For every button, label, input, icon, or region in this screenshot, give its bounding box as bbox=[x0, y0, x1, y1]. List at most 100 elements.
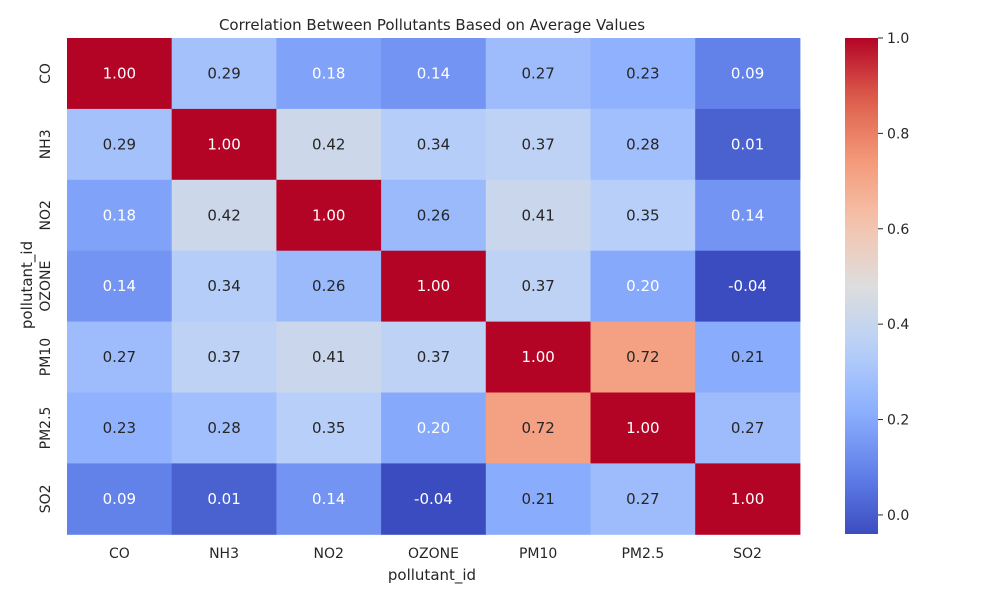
heatmap-cell bbox=[276, 38, 382, 110]
x-tick-label: NH3 bbox=[209, 546, 239, 562]
cell-value-label: 0.34 bbox=[417, 135, 450, 153]
cell-value-label: 0.35 bbox=[626, 206, 659, 224]
cell-value-label: 0.21 bbox=[731, 348, 764, 366]
y-tick-label: NO2 bbox=[38, 200, 54, 230]
heatmap-cell bbox=[276, 179, 382, 252]
heatmap-cell bbox=[485, 179, 591, 252]
heatmap-cell bbox=[381, 179, 487, 252]
heatmap-cell bbox=[695, 108, 801, 181]
colorbar-tick-label: 0.4 bbox=[887, 317, 909, 333]
cell-value-label: 0.21 bbox=[521, 490, 554, 508]
heatmap-cell bbox=[67, 108, 173, 181]
y-axis-ticks: CO NH3 NO2 OZONE PM10 PM2.5 SO2 bbox=[38, 63, 54, 513]
cell-value-label: 0.14 bbox=[731, 206, 764, 224]
cell-value-label: 1.00 bbox=[521, 348, 554, 366]
heatmap-cell bbox=[67, 463, 173, 535]
colorbar-tick-label: 1.0 bbox=[887, 31, 909, 47]
heatmap-cell bbox=[590, 38, 696, 110]
heatmap-cell bbox=[171, 463, 277, 535]
heatmap-cell bbox=[590, 321, 696, 393]
x-axis-label: pollutant_id bbox=[388, 566, 476, 585]
cell-value-label: 0.35 bbox=[312, 419, 345, 437]
colorbar bbox=[845, 38, 878, 534]
cell-value-label: 0.42 bbox=[312, 135, 345, 153]
cell-value-label: 0.14 bbox=[103, 277, 136, 295]
heatmap-cell bbox=[276, 108, 382, 181]
cell-value-label: 0.23 bbox=[103, 419, 136, 437]
heatmap-cell bbox=[485, 321, 591, 393]
heatmap-cell bbox=[276, 392, 382, 464]
cell-value-label: 0.27 bbox=[521, 64, 554, 82]
y-tick-label: PM2.5 bbox=[38, 407, 54, 450]
heatmap-cell bbox=[171, 38, 277, 110]
cell-value-label: 1.00 bbox=[312, 206, 345, 224]
heatmap-cell bbox=[695, 38, 801, 110]
cell-value-label: 1.00 bbox=[626, 419, 659, 437]
cell-value-label: 0.37 bbox=[521, 277, 554, 295]
cell-value-label: 0.41 bbox=[521, 206, 554, 224]
heatmap-cell bbox=[485, 463, 591, 535]
cell-value-label: 0.18 bbox=[312, 64, 345, 82]
cell-value-label: 0.26 bbox=[312, 277, 345, 295]
cell-value-label: 0.09 bbox=[103, 490, 136, 508]
heatmap-cell bbox=[381, 321, 487, 393]
cell-value-label: 0.34 bbox=[207, 277, 240, 295]
cell-value-label: -0.04 bbox=[414, 490, 453, 508]
cell-value-label: 0.29 bbox=[207, 64, 240, 82]
cell-value-label: 0.01 bbox=[731, 135, 764, 153]
cell-value-label: 1.00 bbox=[417, 277, 450, 295]
y-tick-label: OZONE bbox=[38, 261, 54, 312]
cell-value-label: 0.27 bbox=[103, 348, 136, 366]
heatmap-cell bbox=[485, 250, 591, 323]
heatmap-cell bbox=[590, 179, 696, 252]
y-tick-label: NH3 bbox=[38, 129, 54, 159]
cell-value-label: 0.42 bbox=[207, 206, 240, 224]
heatmap-cell bbox=[171, 392, 277, 464]
heatmap-cell bbox=[67, 392, 173, 464]
cell-value-label: 0.14 bbox=[312, 490, 345, 508]
cell-value-label: 0.41 bbox=[312, 348, 345, 366]
cell-value-label: 0.14 bbox=[417, 64, 450, 82]
heatmap-cell bbox=[381, 463, 487, 535]
cell-value-label: 0.37 bbox=[417, 348, 450, 366]
cell-value-label: 0.26 bbox=[417, 206, 450, 224]
heatmap-cell bbox=[590, 463, 696, 535]
y-tick-label: SO2 bbox=[38, 484, 54, 513]
heatmap-cell bbox=[67, 179, 173, 252]
heatmap-cell bbox=[67, 321, 173, 393]
heatmap-cell bbox=[485, 108, 591, 181]
cell-value-label: 0.29 bbox=[103, 135, 136, 153]
heatmap-cell bbox=[381, 392, 487, 464]
heatmap-cell bbox=[171, 321, 277, 393]
heatmap-cell bbox=[381, 108, 487, 181]
heatmap-cell bbox=[695, 392, 801, 464]
colorbar-tick-label: 0.6 bbox=[887, 222, 909, 238]
cell-value-label: 0.28 bbox=[626, 135, 659, 153]
heatmap-cell bbox=[695, 250, 801, 323]
x-tick-label: NO2 bbox=[314, 546, 344, 562]
colorbar-tick-label: 0.2 bbox=[887, 413, 909, 429]
cell-value-label: 0.20 bbox=[417, 419, 450, 437]
x-tick-label: CO bbox=[109, 546, 130, 562]
cell-value-label: 0.27 bbox=[626, 490, 659, 508]
colorbar-tick-label: 0.8 bbox=[887, 126, 909, 142]
cell-value-label: 0.37 bbox=[521, 135, 554, 153]
heatmap-cell bbox=[485, 38, 591, 110]
heatmap-cell bbox=[590, 250, 696, 323]
cell-value-label: 0.37 bbox=[207, 348, 240, 366]
cell-value-label: -0.04 bbox=[728, 277, 767, 295]
heatmap-cell bbox=[67, 38, 173, 110]
cell-value-label: 1.00 bbox=[731, 490, 764, 508]
heatmap-cell bbox=[381, 38, 487, 110]
cell-value-label: 0.18 bbox=[103, 206, 136, 224]
heatmap-cell bbox=[590, 108, 696, 181]
heatmap-cell bbox=[590, 392, 696, 464]
heatmap-cell bbox=[695, 463, 801, 535]
cell-value-label: 0.01 bbox=[207, 490, 240, 508]
x-axis-ticks: CO NH3 NO2 OZONE PM10 PM2.5 SO2 bbox=[109, 546, 762, 562]
cell-value-label: 0.09 bbox=[731, 64, 764, 82]
heatmap-cells: 1.00 0.29 0.18 0.14 0.27 0.23 0.09 0.29 1.00 0.42… bbox=[67, 38, 801, 535]
x-tick-label: OZONE bbox=[408, 546, 459, 562]
